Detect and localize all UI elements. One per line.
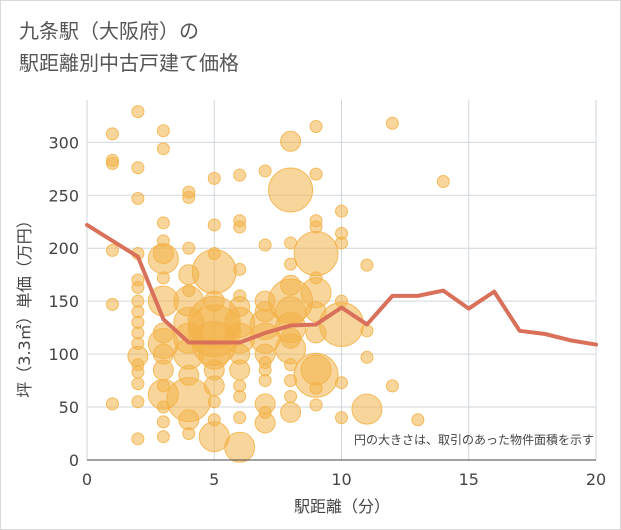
data-bubble	[233, 411, 247, 425]
y-tick-label: 50	[59, 398, 79, 417]
data-bubble	[233, 389, 247, 403]
x-tick-label: 10	[331, 470, 351, 489]
data-bubble	[156, 124, 170, 138]
data-bubble	[284, 389, 298, 403]
y-tick-label: 150	[48, 292, 79, 311]
data-bubble	[233, 168, 247, 182]
data-bubble	[385, 379, 399, 393]
average-price-line	[85, 222, 598, 347]
data-bubble	[207, 171, 221, 185]
data-bubble	[309, 398, 323, 412]
data-bubble	[224, 431, 256, 463]
data-bubble	[293, 352, 339, 398]
data-bubble	[258, 238, 272, 252]
data-bubble	[258, 374, 272, 388]
data-bubble	[293, 231, 339, 277]
data-bubble	[131, 365, 145, 379]
data-bubble	[105, 157, 119, 171]
y-axis-label: 坪（3.3㎡）単価（万円）	[15, 212, 34, 397]
data-bubble	[178, 409, 200, 431]
data-bubble	[436, 175, 450, 189]
y-tick-label: 0	[69, 451, 79, 470]
data-bubble	[182, 427, 196, 441]
data-bubble	[207, 395, 221, 409]
data-bubble	[280, 130, 302, 152]
data-bubble	[360, 258, 374, 272]
data-bubble	[207, 218, 221, 232]
x-tick-label: 20	[586, 470, 606, 489]
data-bubble	[156, 430, 170, 444]
y-tick-label: 300	[48, 133, 79, 152]
data-bubble	[309, 167, 323, 181]
y-tick-label: 100	[48, 345, 79, 364]
x-tick-label: 0	[82, 470, 92, 489]
data-bubble	[233, 262, 247, 276]
data-bubble	[351, 393, 383, 425]
average-line-layer	[85, 222, 598, 347]
data-bubble	[105, 397, 119, 411]
data-bubble	[268, 167, 314, 213]
data-bubble	[360, 350, 374, 364]
data-bubble	[182, 241, 196, 255]
data-bubble	[131, 161, 145, 175]
x-tick-label: 5	[209, 470, 219, 489]
x-tick-label: 15	[459, 470, 479, 489]
y-tick-label: 250	[48, 186, 79, 205]
data-bubble	[156, 271, 170, 285]
data-bubble	[335, 411, 348, 425]
data-bubble	[258, 164, 272, 178]
data-bubble	[131, 280, 145, 294]
data-bubble	[147, 243, 179, 275]
data-bubble	[280, 401, 302, 423]
data-bubble	[191, 249, 237, 295]
size-annotation: 円の大きさは、取引のあった物件面積を示す	[354, 432, 594, 447]
data-bubble	[156, 415, 170, 429]
data-bubble	[203, 375, 225, 397]
data-bubble	[229, 359, 251, 381]
y-tick-label: 200	[48, 239, 79, 258]
x-axis-label: 駅距離（分）	[294, 497, 390, 516]
data-bubble	[233, 220, 247, 234]
axes: 0 50 100 150 200 250 300 0 5 10 15 20	[48, 133, 606, 489]
data-bubble	[385, 116, 399, 130]
chart-title-line2: 駅距離別中古戸建て価格	[19, 51, 239, 75]
data-bubble	[152, 359, 174, 381]
data-bubble	[335, 204, 348, 218]
data-bubble	[335, 376, 348, 390]
data-bubble	[156, 142, 170, 156]
data-bubble	[131, 191, 145, 205]
data-bubble	[309, 381, 323, 395]
data-bubble	[411, 413, 425, 427]
data-bubble	[360, 324, 374, 338]
data-bubble	[156, 216, 170, 230]
data-bubble	[105, 297, 119, 311]
data-bubble	[131, 395, 145, 409]
data-bubble	[182, 190, 196, 204]
data-bubble	[131, 105, 145, 119]
data-bubble	[254, 412, 276, 434]
data-bubble	[335, 236, 348, 250]
chart-title-line1: 九条駅（大阪府）の	[19, 19, 199, 43]
bubble-layer	[105, 105, 450, 463]
data-bubble	[131, 377, 145, 391]
data-bubble	[105, 127, 119, 141]
chart-title: 九条駅（大阪府）の 駅距離別中古戸建て価格	[19, 15, 239, 79]
data-bubble	[309, 119, 323, 133]
data-bubble	[131, 432, 145, 446]
data-bubble	[105, 243, 119, 257]
